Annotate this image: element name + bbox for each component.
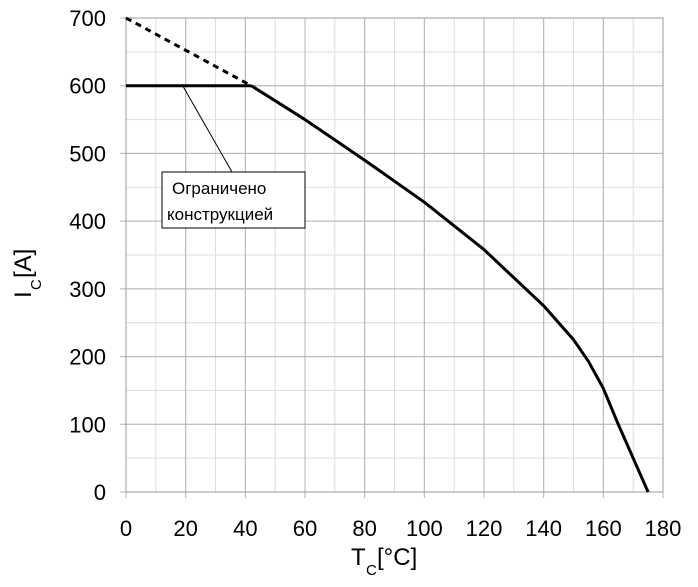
y-axis-title-main: I [10, 291, 37, 298]
grid-major [120, 17, 664, 498]
x-tick-label: 160 [585, 516, 622, 541]
x-axis-title-unit: [°C] [377, 544, 417, 571]
annotation-frame [161, 171, 306, 229]
x-tick-label: 40 [233, 516, 257, 541]
x-axis-title-main: T [351, 544, 366, 571]
y-tick-label: 0 [94, 480, 106, 505]
y-tick-labels: 0 100 200 300 400 500 600 700 [69, 6, 106, 505]
x-tick-label: 60 [293, 516, 317, 541]
series-line-2 [125, 16, 253, 88]
grid-minor [125, 17, 664, 493]
y-tick-label: 200 [69, 345, 106, 370]
x-axis-title-sub: C [366, 562, 377, 579]
annotation-line-2: конструкцией [167, 205, 273, 224]
y-tick-label: 300 [69, 277, 106, 302]
x-tick-label: 140 [525, 516, 562, 541]
y-axis-title: I C [A] [10, 249, 45, 298]
y-tick-label: 500 [69, 141, 106, 166]
annotation-leader-line [182, 85, 233, 173]
annotation-box: Ограничено конструкцией [161, 171, 306, 229]
plot-border [125, 17, 664, 493]
y-axis-title-sub: C [28, 279, 45, 290]
x-axis-title: T C [°C] [351, 544, 417, 579]
x-tick-label: 80 [352, 516, 376, 541]
annotation-leader [182, 85, 233, 173]
x-tick-label: 180 [645, 516, 682, 541]
x-tick-labels: 0 20 40 60 80 100 120 140 160 180 [120, 516, 681, 541]
y-axis-title-unit: [A] [10, 249, 37, 278]
x-tick-label: 120 [466, 516, 503, 541]
x-tick-label: 0 [120, 516, 132, 541]
y-tick-label: 100 [69, 412, 106, 437]
y-tick-label: 700 [69, 6, 106, 31]
series-line-3 [250, 84, 650, 493]
y-tick-label: 600 [69, 74, 106, 99]
annotation-line-1: Ограничено [172, 179, 266, 198]
y-tick-label: 400 [69, 209, 106, 234]
x-tick-label: 100 [406, 516, 443, 541]
series-lines [125, 16, 650, 493]
x-tick-label: 20 [173, 516, 197, 541]
